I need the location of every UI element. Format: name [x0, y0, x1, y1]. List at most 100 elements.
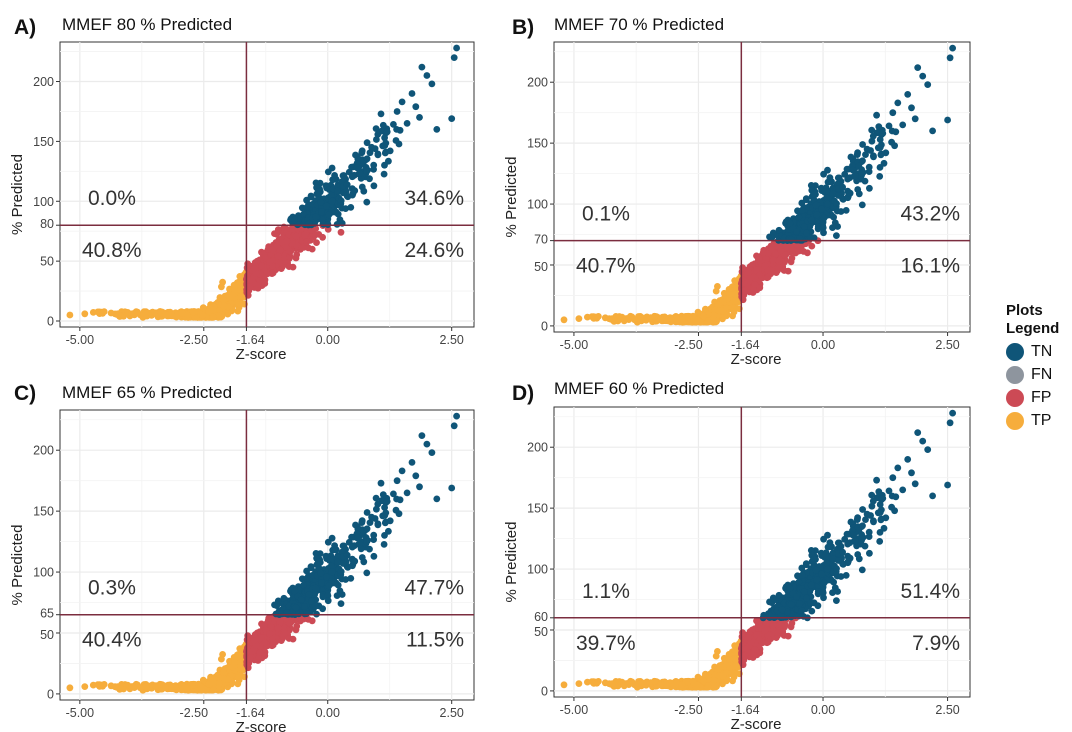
data-point-tn [428, 80, 436, 88]
data-point-tp [595, 678, 602, 685]
data-point-tn [324, 597, 332, 605]
data-point-tn [274, 597, 282, 605]
data-point-tn [786, 219, 794, 227]
data-point-tp [611, 317, 619, 325]
data-point-tp [636, 315, 644, 323]
x-tick-label: 0.00 [811, 338, 835, 352]
data-point-fp [283, 237, 291, 245]
charts-canvas: 0.0%40.8%34.6%24.6%-5.00 -2.50 -1.64 0.00 2.… [9, 41, 971, 732]
data-point-fp [769, 256, 777, 264]
data-point-tn [324, 538, 332, 546]
x-tick-label: -2.50 [180, 333, 209, 347]
y-axis-title: % Predicted [503, 157, 520, 238]
y-tick-label: 100 [33, 195, 54, 209]
data-point-tn [919, 72, 927, 80]
data-point-tn [377, 479, 385, 487]
data-point-tn [802, 195, 810, 203]
data-point-tn [377, 110, 385, 118]
data-point-tn [448, 115, 456, 122]
data-point-tn [317, 569, 325, 577]
data-point-tp [662, 316, 670, 323]
data-point-tp [117, 312, 125, 320]
data-point-tn [382, 518, 390, 526]
data-point-tn [351, 187, 358, 195]
data-point-tn [371, 515, 379, 522]
data-point-tn [385, 527, 392, 535]
y-tick-label: 70 [534, 233, 548, 247]
data-point-tn [330, 175, 338, 183]
data-point-tn [453, 44, 460, 52]
data-point-tn [308, 597, 315, 605]
data-point-fp [246, 655, 254, 663]
data-point-tp [199, 684, 207, 692]
data-point-tp [199, 304, 207, 311]
data-point-fp [308, 617, 316, 625]
panel-title: MMEF 65 % Predicted [62, 383, 233, 402]
data-point-tp [729, 312, 736, 320]
data-point-fp [292, 254, 300, 262]
data-point-fp [274, 226, 282, 234]
data-point-tn [351, 557, 358, 565]
data-point-tp [584, 313, 591, 321]
quadrant-label-lower-right: 11.5% [406, 629, 464, 652]
data-point-tp [128, 310, 135, 318]
data-point-tp [81, 683, 89, 690]
data-point-tn [865, 163, 873, 171]
data-point-tn [833, 232, 840, 240]
data-point-tp [234, 307, 242, 315]
data-point-tn [892, 128, 900, 136]
panel-title: MMEF 60 % Predicted [554, 379, 725, 398]
data-point-tn [946, 54, 954, 62]
data-point-fp [308, 226, 315, 234]
data-point-tp [731, 297, 739, 305]
data-point-tn [358, 183, 366, 191]
data-point-fp [301, 231, 308, 239]
y-tick-label: 0 [541, 319, 548, 333]
data-point-tn [317, 198, 325, 206]
data-point-tn [337, 568, 345, 575]
data-point-tp [584, 678, 591, 686]
x-tick-label: 2.50 [440, 706, 464, 720]
data-point-tn [383, 128, 391, 136]
data-point-tp [210, 686, 217, 694]
data-point-fp [261, 280, 269, 287]
data-point-tn [370, 182, 378, 190]
data-point-tn [833, 200, 840, 208]
data-point-tp [142, 683, 150, 691]
data-point-tp [107, 682, 115, 690]
data-point-tp [168, 684, 175, 691]
data-point-fp [244, 632, 252, 640]
data-point-tn [340, 542, 348, 550]
panel-title: MMEF 80 % Predicted [62, 15, 233, 34]
x-tick-label: 2.50 [440, 333, 464, 347]
quadrant-label-upper-right: 34.6% [404, 187, 464, 210]
data-point-tn [363, 198, 371, 206]
y-tick-label: 150 [33, 135, 54, 149]
data-point-tp [117, 685, 125, 693]
plot-b: 0.1%40.7%43.2%16.1%-5.00 -2.50 -1.64 0.00 2.… [503, 41, 971, 368]
data-point-tn [348, 173, 356, 181]
data-point-tn [403, 489, 411, 497]
data-point-tp [704, 683, 712, 691]
data-point-tn [875, 123, 883, 131]
data-point-fp [772, 250, 779, 258]
data-point-tn [347, 575, 355, 582]
data-point-tn [323, 202, 330, 210]
data-point-tn [333, 221, 341, 228]
data-point-fp [276, 246, 284, 254]
data-point-tn [820, 229, 827, 237]
data-point-tn [323, 573, 330, 581]
data-point-tn [393, 477, 401, 485]
data-point-tn [870, 153, 877, 161]
data-point-tn [374, 151, 382, 159]
data-point-tn [408, 459, 416, 466]
quadrant-label-upper-left: 0.3% [88, 577, 136, 600]
data-point-fp [745, 269, 753, 276]
data-point-tn [342, 205, 349, 213]
data-point-tn [366, 175, 373, 183]
data-point-tn [894, 99, 902, 107]
data-point-tn [303, 575, 311, 582]
data-point-tp [694, 308, 702, 316]
data-point-tn [433, 125, 441, 133]
data-point-tn [868, 126, 876, 134]
